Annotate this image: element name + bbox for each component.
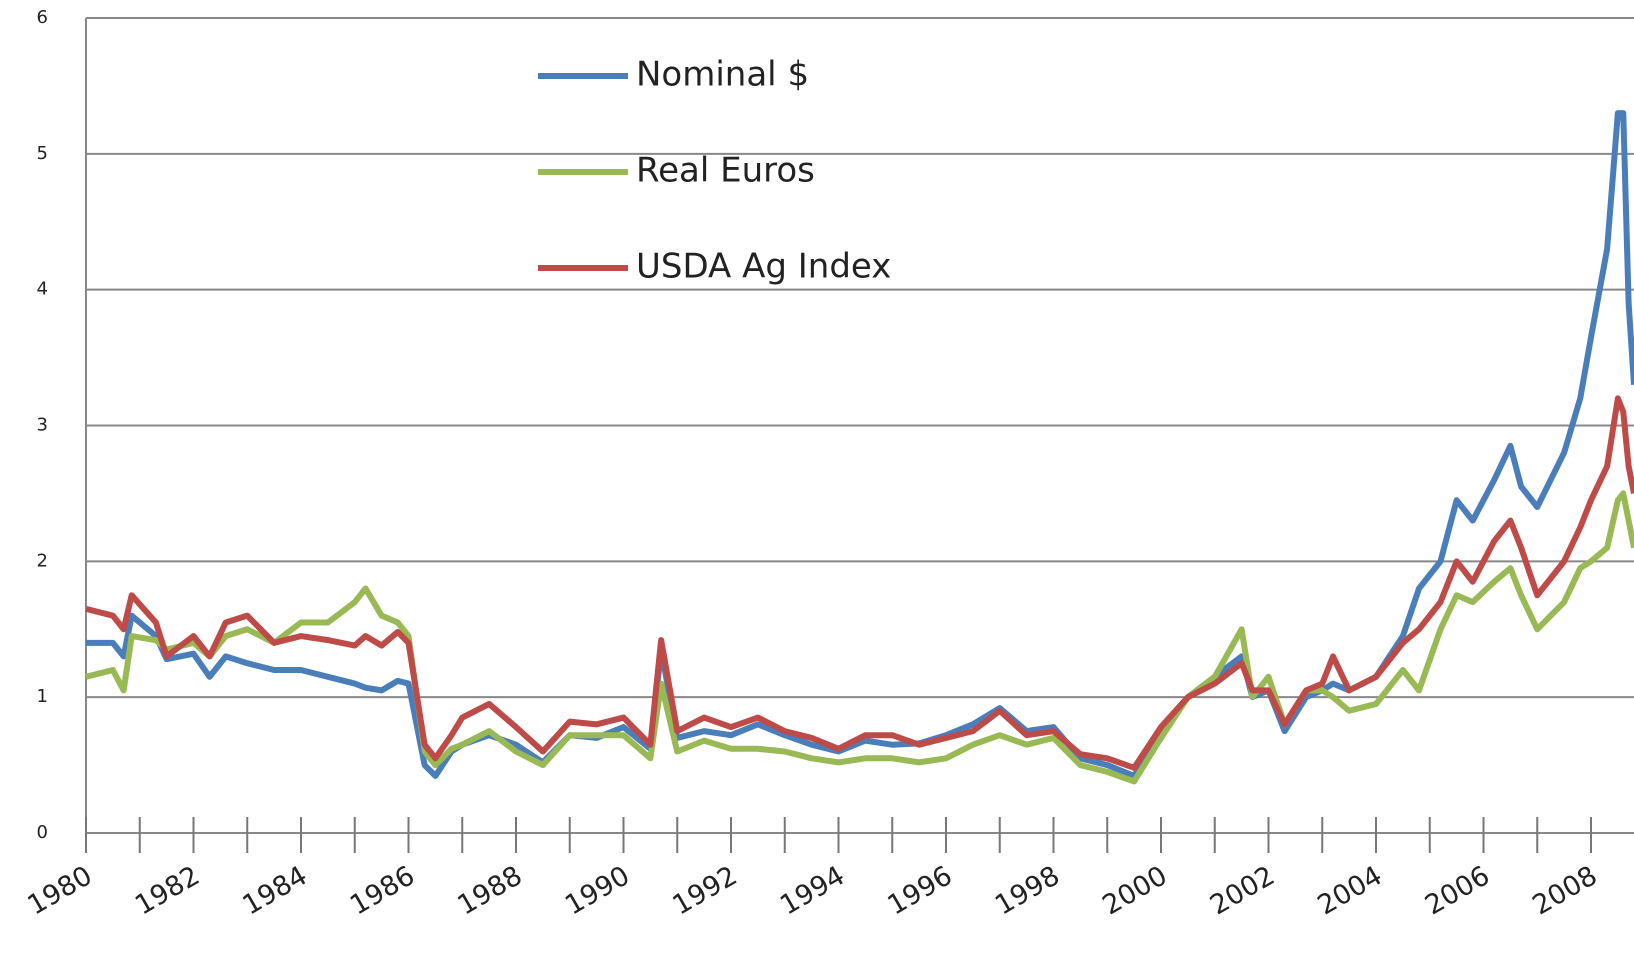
y-tick-label: 5: [37, 143, 48, 164]
y-tick-label: 3: [37, 415, 48, 436]
legend-label: USDA Ag Index: [636, 247, 891, 287]
x-tick-label: 1998: [990, 860, 1065, 921]
series-line: [85, 490, 1634, 785]
x-tick-label: 1986: [345, 860, 420, 921]
x-tick-label: 1996: [882, 860, 957, 921]
x-tick-label: 2004: [1312, 860, 1387, 921]
x-tick-label: 2000: [1097, 860, 1172, 921]
x-tick-label: 2002: [1205, 860, 1280, 921]
series-line: [86, 110, 1634, 779]
x-tick-label: 2006: [1420, 860, 1495, 921]
y-tick-label: 1: [37, 686, 48, 707]
x-tick-label: 1982: [130, 860, 205, 921]
y-tick-label: 6: [37, 7, 48, 28]
x-tick-label: 1984: [237, 860, 312, 921]
legend-label: Nominal $: [636, 55, 809, 95]
x-tick-label: 2008: [1527, 860, 1602, 921]
y-tick-label: 4: [37, 279, 48, 300]
legend-label: Real Euros: [636, 151, 815, 191]
y-tick-label: 2: [37, 550, 48, 571]
x-tick-label: 1992: [667, 860, 742, 921]
x-tick-label: 1994: [775, 860, 850, 921]
x-tick-label: 1988: [452, 860, 527, 921]
y-tick-label: 0: [37, 822, 48, 843]
x-tick-label: 1990: [560, 860, 635, 921]
series-line: [85, 395, 1634, 771]
x-tick-label: 1980: [22, 860, 97, 921]
